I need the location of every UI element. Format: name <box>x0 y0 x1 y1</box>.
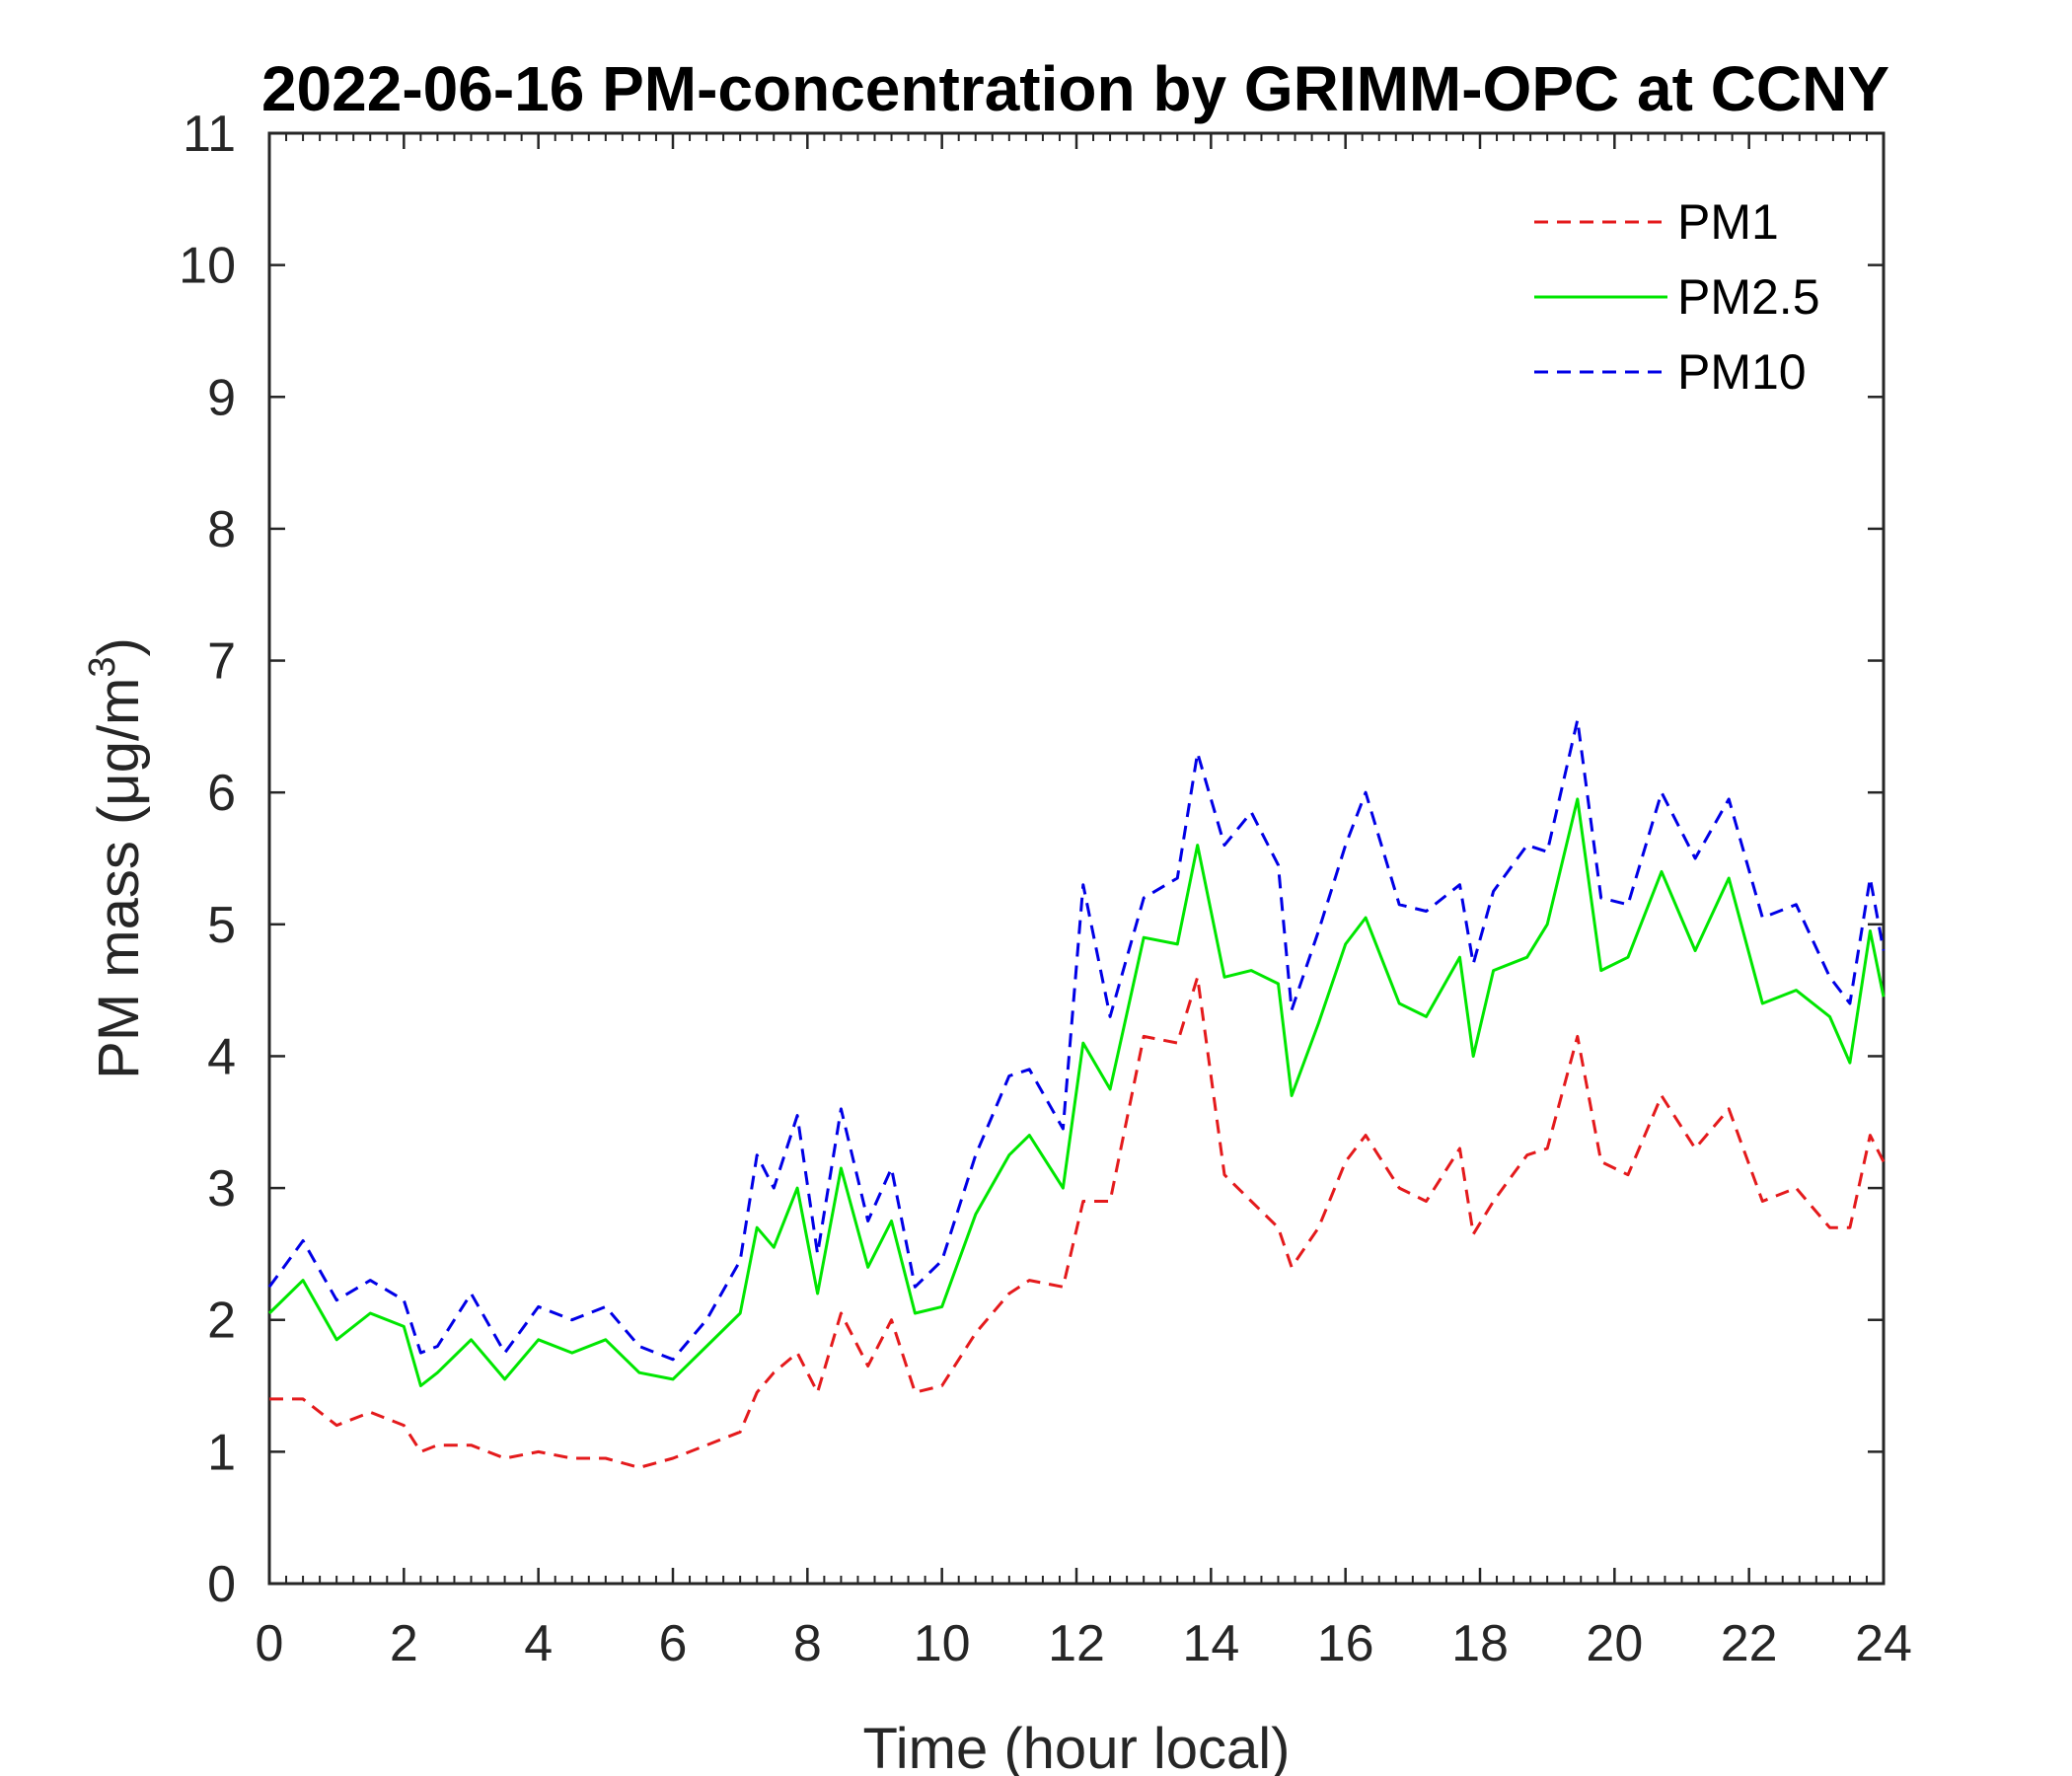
x-tick-label: 2 <box>390 1615 418 1672</box>
legend: PM1 PM2.5 PM10 <box>1534 194 1820 400</box>
x-axis-label: Time (hour local) <box>863 1717 1291 1776</box>
series-line-pm10 <box>267 718 1886 1362</box>
y-tick-label: 3 <box>207 1160 236 1218</box>
y-tick-label: 4 <box>207 1028 236 1085</box>
legend-label: PM10 <box>1677 344 1807 400</box>
x-tick-label: 4 <box>524 1615 553 1672</box>
y-tick-label: 1 <box>207 1424 236 1481</box>
y-tick-label: 9 <box>207 369 236 426</box>
y-axis-label: PM mass (μg/m3) <box>82 637 151 1079</box>
y-axis-label-close: ) <box>87 637 151 656</box>
plot-area <box>267 131 1886 1586</box>
y-tick-label: 7 <box>207 633 236 691</box>
chart-title: 2022-06-16 PM-concentration by GRIMM-OPC… <box>261 53 1889 124</box>
y-axis-label-main: PM mass (μg/m <box>87 678 151 1079</box>
y-tick-label: 11 <box>183 106 236 163</box>
x-tick-label: 14 <box>1182 1615 1239 1672</box>
x-tick-label: 20 <box>1586 1615 1643 1672</box>
y-tick-label: 5 <box>207 897 236 954</box>
x-tick-label: 22 <box>1721 1615 1778 1672</box>
x-tick-label: 18 <box>1451 1615 1509 1672</box>
y-tick-label: 8 <box>207 501 236 558</box>
series-line-pm1 <box>269 975 1886 1469</box>
y-tick-label: 10 <box>179 238 236 295</box>
axis-ticks <box>267 131 1886 1586</box>
x-tick-label: 16 <box>1317 1615 1374 1672</box>
x-tick-label: 0 <box>256 1615 284 1672</box>
x-tick-label: 8 <box>793 1615 822 1672</box>
legend-label: PM2.5 <box>1677 269 1820 325</box>
series-line-pm2-5 <box>267 797 1886 1387</box>
y-tick-label: 6 <box>207 765 236 822</box>
x-tick-label: 10 <box>914 1615 971 1672</box>
y-axis-label-superscript: 3 <box>82 656 123 677</box>
x-tick-label: 24 <box>1855 1615 1912 1672</box>
series-lines <box>267 718 1886 1469</box>
legend-label: PM1 <box>1677 194 1779 250</box>
x-tick-label: 6 <box>659 1615 688 1672</box>
y-tick-label: 0 <box>207 1556 236 1613</box>
y-tick-label: 2 <box>207 1293 236 1350</box>
x-tick-label: 12 <box>1048 1615 1105 1672</box>
